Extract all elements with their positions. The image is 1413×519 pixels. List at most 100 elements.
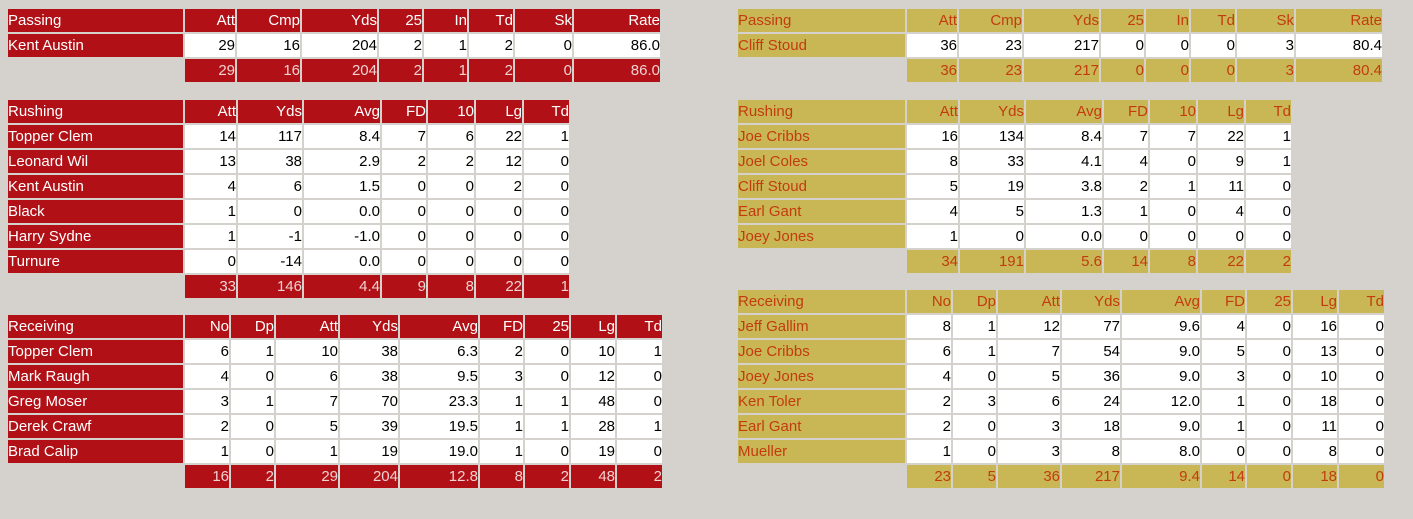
stat-value-cell: 4: [1202, 315, 1245, 338]
stat-value-cell: 6: [907, 340, 951, 363]
column-header-no: No: [185, 315, 229, 338]
stat-value-cell: 5: [907, 175, 958, 198]
column-header-dp: Dp: [953, 290, 996, 313]
stat-value-cell: 0: [525, 365, 569, 388]
stat-value-cell: 0: [1246, 200, 1291, 223]
stat-value-cell: 13: [185, 150, 236, 173]
stat-value-cell: 0: [524, 175, 569, 198]
stat-value-cell: 2.9: [304, 150, 380, 173]
stat-value-cell: 3: [480, 365, 523, 388]
player-name-cell: Harry Sydne: [8, 225, 183, 248]
stat-value-cell: 5: [1202, 340, 1245, 363]
column-header-avg: Avg: [1026, 100, 1102, 123]
stat-value-cell: 117: [238, 125, 302, 148]
stat-value-cell: 0: [185, 250, 236, 273]
stat-value-cell: 33: [960, 150, 1024, 173]
totals-value-cell: 2: [617, 465, 662, 488]
stat-value-cell: 11: [1198, 175, 1244, 198]
player-name-cell: Mueller: [738, 440, 905, 463]
player-name-cell: Cliff Stoud: [738, 175, 905, 198]
player-row: Ken Toler 2 3 6 24 12.0 1 0 18 0: [738, 390, 1384, 413]
totals-value-cell: 0: [1339, 465, 1384, 488]
stat-value-cell: 0: [1339, 340, 1384, 363]
column-header-sk: Sk: [515, 9, 572, 32]
totals-value-cell: 34: [907, 250, 958, 273]
stat-value-cell: 19.5: [400, 415, 478, 438]
stat-value-cell: 0: [524, 225, 569, 248]
column-header-avg: Avg: [400, 315, 478, 338]
totals-value-cell: 0: [1146, 59, 1189, 82]
column-header-att: Att: [276, 315, 338, 338]
player-row: Topper Clem 14 117 8.4 7 6 22 1: [8, 125, 569, 148]
header-row: Receiving No Dp Att Yds Avg FD 25 Lg Td: [8, 315, 662, 338]
team-right-stats-column: Passing Att Cmp Yds 25 In Td Sk Rate Cliff Stoud 3…: [736, 0, 1386, 490]
totals-spacer-cell: [738, 465, 905, 488]
stat-value-cell: 0: [617, 390, 662, 413]
stat-value-cell: 0: [1247, 390, 1291, 413]
stat-value-cell: 3.8: [1026, 175, 1102, 198]
stat-value-cell: 0: [524, 250, 569, 273]
totals-value-cell: 217: [1062, 465, 1120, 488]
totals-row: 34 191 5.6 14 8 22 2: [738, 250, 1291, 273]
stat-value-cell: 13: [1293, 340, 1337, 363]
totals-value-cell: 2: [379, 59, 422, 82]
totals-value-cell: 0: [1101, 59, 1144, 82]
totals-spacer-cell: [8, 465, 183, 488]
player-name-cell: Derek Crawf: [8, 415, 183, 438]
stat-value-cell: 0: [1150, 225, 1196, 248]
column-header-dp: Dp: [231, 315, 274, 338]
stat-value-cell: 0: [1339, 390, 1384, 413]
stat-value-cell: 0.0: [304, 200, 380, 223]
column-header-yds: Yds: [960, 100, 1024, 123]
totals-value-cell: 36: [907, 59, 957, 82]
stat-value-cell: 0: [238, 200, 302, 223]
totals-value-cell: 23: [959, 59, 1022, 82]
stat-value-cell: 0: [428, 225, 474, 248]
totals-value-cell: 2: [525, 465, 569, 488]
stat-value-cell: 5: [276, 415, 338, 438]
totals-value-cell: 29: [185, 59, 235, 82]
player-row: Kent Austin 4 6 1.5 0 0 2 0: [8, 175, 569, 198]
totals-spacer-cell: [8, 59, 183, 82]
column-header-att: Att: [998, 290, 1060, 313]
stat-value-cell: 54: [1062, 340, 1120, 363]
stat-value-cell: 1: [1104, 200, 1148, 223]
stat-value-cell: 3: [953, 390, 996, 413]
stat-value-cell: 36: [1062, 365, 1120, 388]
stat-value-cell: 8: [1293, 440, 1337, 463]
totals-row: 36 23 217 0 0 0 3 80.4: [738, 59, 1382, 82]
stat-value-cell: 2: [428, 150, 474, 173]
stat-value-cell: 38: [340, 365, 398, 388]
stat-value-cell: 80.4: [1296, 34, 1382, 57]
totals-value-cell: 0: [515, 59, 572, 82]
stat-value-cell: 0: [428, 250, 474, 273]
stat-value-cell: 9: [1198, 150, 1244, 173]
totals-row: 29 16 204 2 1 2 0 86.0: [8, 59, 660, 82]
header-row: Passing Att Cmp Yds 25 In Td Sk Rate: [8, 9, 660, 32]
player-name-cell: Joe Cribbs: [738, 125, 905, 148]
header-row: Receiving No Dp Att Yds Avg FD 25 Lg Td: [738, 290, 1384, 313]
stat-value-cell: 0: [1104, 225, 1148, 248]
totals-spacer-cell: [8, 275, 183, 298]
totals-row: 16 2 29 204 12.8 8 2 48 2: [8, 465, 662, 488]
stat-value-cell: 18: [1062, 415, 1120, 438]
stat-value-cell: 2: [480, 340, 523, 363]
stat-value-cell: 12: [571, 365, 615, 388]
stat-value-cell: 16: [907, 125, 958, 148]
stat-value-cell: 6: [998, 390, 1060, 413]
stat-value-cell: 2: [382, 150, 426, 173]
totals-value-cell: 3: [1237, 59, 1294, 82]
totals-value-cell: 1: [424, 59, 467, 82]
player-row: Kent Austin 29 16 204 2 1 2 0 86.0: [8, 34, 660, 57]
stat-value-cell: 1: [185, 200, 236, 223]
totals-row: 23 5 36 217 9.4 14 0 18 0: [738, 465, 1384, 488]
column-header-td: Td: [1191, 9, 1235, 32]
totals-value-cell: 36: [998, 465, 1060, 488]
stat-value-cell: 29: [185, 34, 235, 57]
column-header-cmp: Cmp: [237, 9, 300, 32]
column-header-att: Att: [907, 9, 957, 32]
player-row: Leonard Wil 13 38 2.9 2 2 12 0: [8, 150, 569, 173]
totals-spacer-cell: [738, 59, 905, 82]
stat-value-cell: 0: [1339, 440, 1384, 463]
stat-value-cell: 6: [428, 125, 474, 148]
